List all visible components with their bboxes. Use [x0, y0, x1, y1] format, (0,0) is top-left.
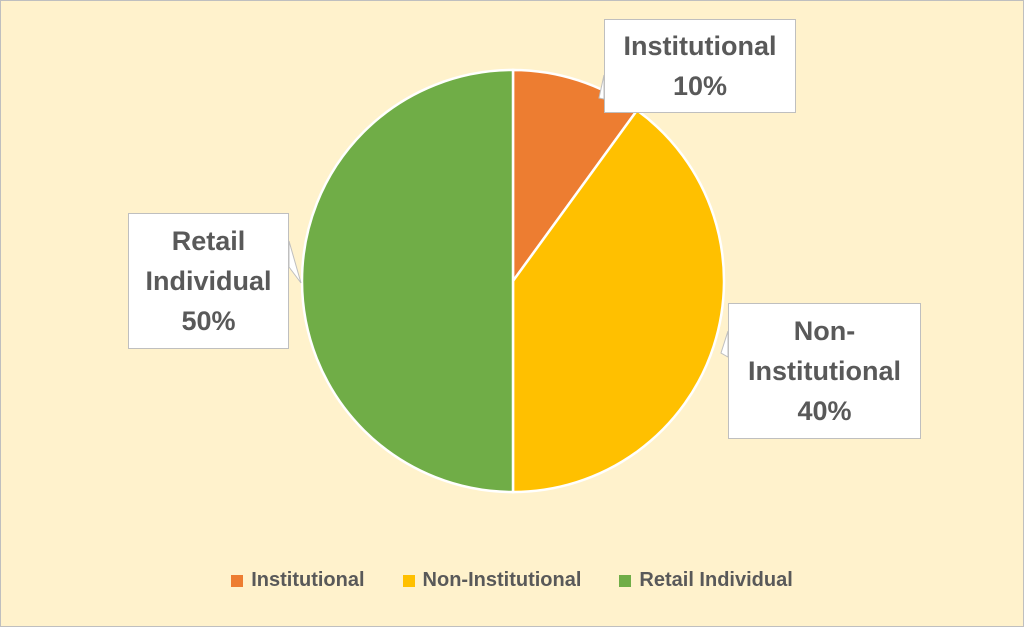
pie-slice: [300, 68, 515, 494]
data-label-category: Non-Institutional: [748, 316, 901, 386]
legend-item: Retail Individual: [619, 569, 793, 592]
legend-item: Institutional: [231, 569, 365, 592]
pie-slice: [511, 108, 726, 494]
data-label-value: 50%: [181, 306, 236, 336]
data-label-category: Institutional: [623, 31, 777, 61]
data-label: Institutional 10%: [604, 19, 796, 113]
legend-label: Institutional: [251, 569, 365, 591]
legend: Institutional Non-Institutional Retail Ind…: [1, 569, 1023, 592]
legend-item: Non-Institutional: [402, 569, 582, 592]
data-label-category: Retail Individual: [145, 226, 272, 296]
callout-pointer: [720, 330, 729, 358]
legend-swatch: [402, 574, 415, 587]
legend-label: Non-Institutional: [422, 569, 582, 591]
data-label: Retail Individual 50%: [128, 213, 289, 349]
legend-swatch: [231, 574, 244, 587]
data-label-value: 40%: [797, 396, 852, 426]
callout-pointer: [288, 240, 302, 284]
data-label: Non-Institutional 40%: [728, 303, 921, 439]
data-label-value: 10%: [672, 71, 728, 101]
legend-label: Retail Individual: [639, 569, 793, 591]
legend-swatch: [619, 574, 632, 587]
